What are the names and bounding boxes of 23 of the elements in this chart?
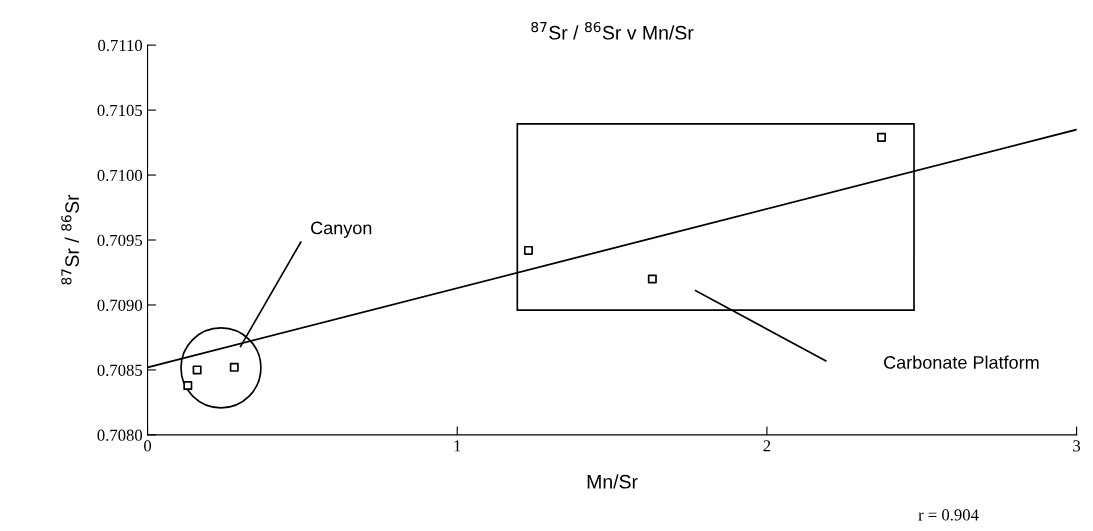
- point: [523, 245, 533, 255]
- x-axis-title: Mn/Sr: [587, 474, 638, 489]
- text: r = 0.904: [918, 509, 979, 521]
- y-tick-label: 0.7095: [97, 234, 143, 247]
- chart-title: $^{87}$Sr / $^{86}$Sr v Mn/Sr: [531, 21, 694, 40]
- y-tick-label: 0.7100: [97, 169, 143, 182]
- y-tick-label: 0.7080: [97, 429, 143, 441]
- y-axis-title: $^{87}$Sr / $^{86}$Sr: [61, 194, 79, 285]
- y-tick-label: 0.7090: [97, 299, 143, 311]
- point: [229, 362, 239, 372]
- point: [183, 381, 193, 391]
- point: [647, 274, 657, 284]
- x-tick-label: 1: [454, 440, 461, 452]
- y-tick-label: 0.7110: [98, 39, 143, 52]
- y-tick-label: 0.7085: [97, 364, 143, 376]
- x-tick-label: 0: [144, 440, 152, 452]
- annotation: Canyon: [311, 221, 372, 238]
- x-tick-label: 3: [1073, 440, 1081, 452]
- annotation: Carbonate Platform: [884, 355, 1039, 369]
- x-tick-label: 2: [763, 440, 771, 452]
- point: [876, 132, 887, 142]
- point: [192, 365, 202, 375]
- y-tick-label: 0.7105: [97, 104, 143, 117]
